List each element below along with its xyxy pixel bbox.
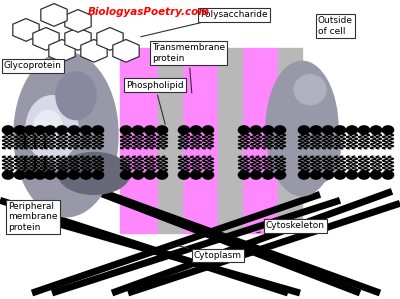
Circle shape — [2, 126, 14, 134]
Circle shape — [44, 126, 56, 134]
Circle shape — [298, 126, 310, 134]
Circle shape — [156, 171, 168, 179]
Circle shape — [34, 171, 46, 179]
Circle shape — [178, 126, 190, 134]
Text: Cytoplasm: Cytoplasm — [179, 246, 242, 260]
Circle shape — [370, 171, 382, 179]
Ellipse shape — [56, 72, 96, 120]
Circle shape — [68, 126, 80, 134]
Ellipse shape — [300, 117, 340, 182]
Circle shape — [322, 126, 334, 134]
Circle shape — [358, 171, 370, 179]
Circle shape — [80, 171, 92, 179]
Circle shape — [56, 171, 68, 179]
Circle shape — [250, 171, 262, 179]
Circle shape — [56, 126, 68, 134]
Bar — [218, 48, 242, 233]
Circle shape — [250, 126, 262, 134]
Ellipse shape — [266, 61, 338, 196]
Polygon shape — [41, 4, 67, 26]
Circle shape — [144, 126, 156, 134]
Circle shape — [34, 126, 46, 134]
Polygon shape — [33, 28, 59, 50]
Circle shape — [202, 126, 214, 134]
Circle shape — [132, 126, 144, 134]
Circle shape — [370, 126, 382, 134]
Circle shape — [310, 171, 322, 179]
Ellipse shape — [26, 96, 78, 161]
Bar — [120, 48, 158, 233]
Ellipse shape — [14, 52, 118, 217]
Circle shape — [120, 171, 132, 179]
Circle shape — [334, 126, 346, 134]
Text: Polysaccharide: Polysaccharide — [141, 10, 268, 37]
Circle shape — [238, 126, 250, 134]
Polygon shape — [49, 39, 75, 62]
Text: Cytoskeleton: Cytoskeleton — [257, 221, 325, 233]
Circle shape — [346, 126, 358, 134]
Circle shape — [202, 171, 214, 179]
Ellipse shape — [294, 75, 326, 105]
Circle shape — [80, 126, 92, 134]
Circle shape — [178, 171, 190, 179]
Polygon shape — [13, 19, 39, 41]
Ellipse shape — [34, 111, 62, 141]
Circle shape — [144, 171, 156, 179]
Circle shape — [382, 126, 394, 134]
Circle shape — [238, 171, 250, 179]
Bar — [158, 48, 182, 233]
Bar — [278, 48, 302, 233]
Circle shape — [14, 171, 26, 179]
Polygon shape — [81, 39, 107, 62]
Text: Transmembrane
protein: Transmembrane protein — [152, 43, 225, 93]
Circle shape — [190, 171, 202, 179]
Circle shape — [262, 171, 274, 179]
Bar — [182, 48, 218, 233]
Circle shape — [68, 171, 80, 179]
Text: Glycoprotein: Glycoprotein — [4, 61, 62, 70]
Circle shape — [358, 126, 370, 134]
Circle shape — [156, 126, 168, 134]
Ellipse shape — [58, 152, 130, 194]
Circle shape — [346, 171, 358, 179]
Circle shape — [2, 171, 14, 179]
Circle shape — [190, 126, 202, 134]
Circle shape — [92, 171, 104, 179]
Circle shape — [298, 171, 310, 179]
Text: Peripheral
membrane
protein: Peripheral membrane protein — [8, 202, 58, 232]
Polygon shape — [113, 39, 139, 62]
Circle shape — [92, 126, 104, 134]
Circle shape — [334, 171, 346, 179]
Circle shape — [14, 126, 26, 134]
Circle shape — [24, 126, 36, 134]
Polygon shape — [97, 28, 123, 50]
Circle shape — [24, 171, 36, 179]
Circle shape — [382, 171, 394, 179]
Circle shape — [132, 171, 144, 179]
Circle shape — [120, 126, 132, 134]
Circle shape — [44, 171, 56, 179]
Circle shape — [322, 171, 334, 179]
Circle shape — [274, 126, 286, 134]
Text: Outside
of cell: Outside of cell — [318, 16, 353, 36]
Text: Phospholipid: Phospholipid — [126, 81, 184, 124]
Circle shape — [262, 126, 274, 134]
Bar — [242, 48, 278, 233]
Text: BiologyasPoetry.com: BiologyasPoetry.com — [88, 7, 210, 17]
Polygon shape — [65, 28, 91, 50]
Circle shape — [310, 126, 322, 134]
Polygon shape — [65, 10, 91, 32]
Circle shape — [274, 171, 286, 179]
